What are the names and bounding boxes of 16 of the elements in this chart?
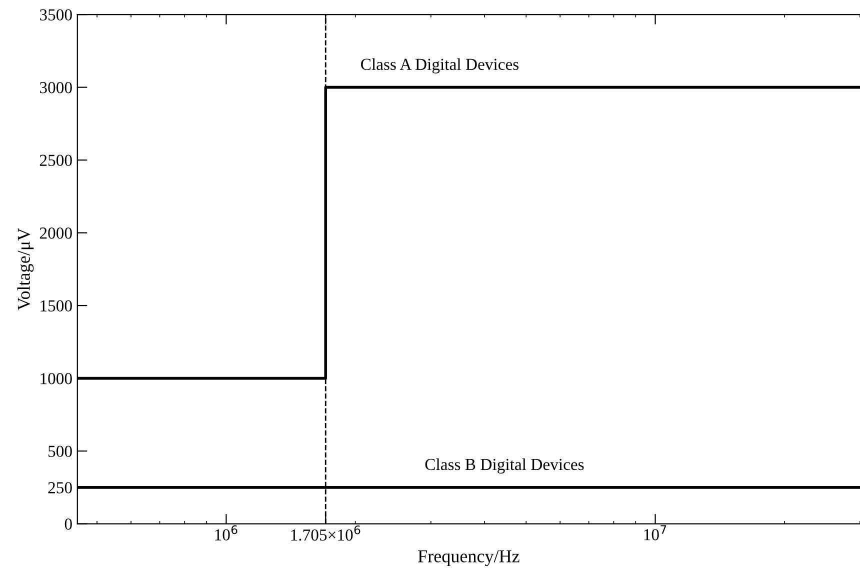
series-label: Class B Digital Devices [425, 458, 584, 474]
y-tick-label: 3500 [40, 9, 72, 20]
series-label: Class A Digital Devices [361, 58, 519, 74]
y-tick-label: 3000 [40, 82, 72, 94]
x-tick-label: 1.705×10$^{6}$ [291, 525, 360, 541]
y-axis-title: Voltage/μV [17, 228, 34, 310]
y-tick-label: 2000 [40, 228, 72, 239]
y-tick-label: 2500 [40, 154, 72, 166]
x-axis-title: Frequency/Hz [418, 550, 520, 566]
y-tick-label: 1000 [40, 373, 72, 384]
x-tick-label: 10$^{7}$ [644, 525, 666, 540]
y-tick-label: 500 [48, 446, 72, 457]
y-tick-label: 1500 [40, 300, 72, 312]
x-tick-label: 10$^{6}$ [215, 525, 238, 540]
y-tick-label: 0 [64, 518, 72, 530]
y-tick-label: 250 [48, 482, 72, 494]
